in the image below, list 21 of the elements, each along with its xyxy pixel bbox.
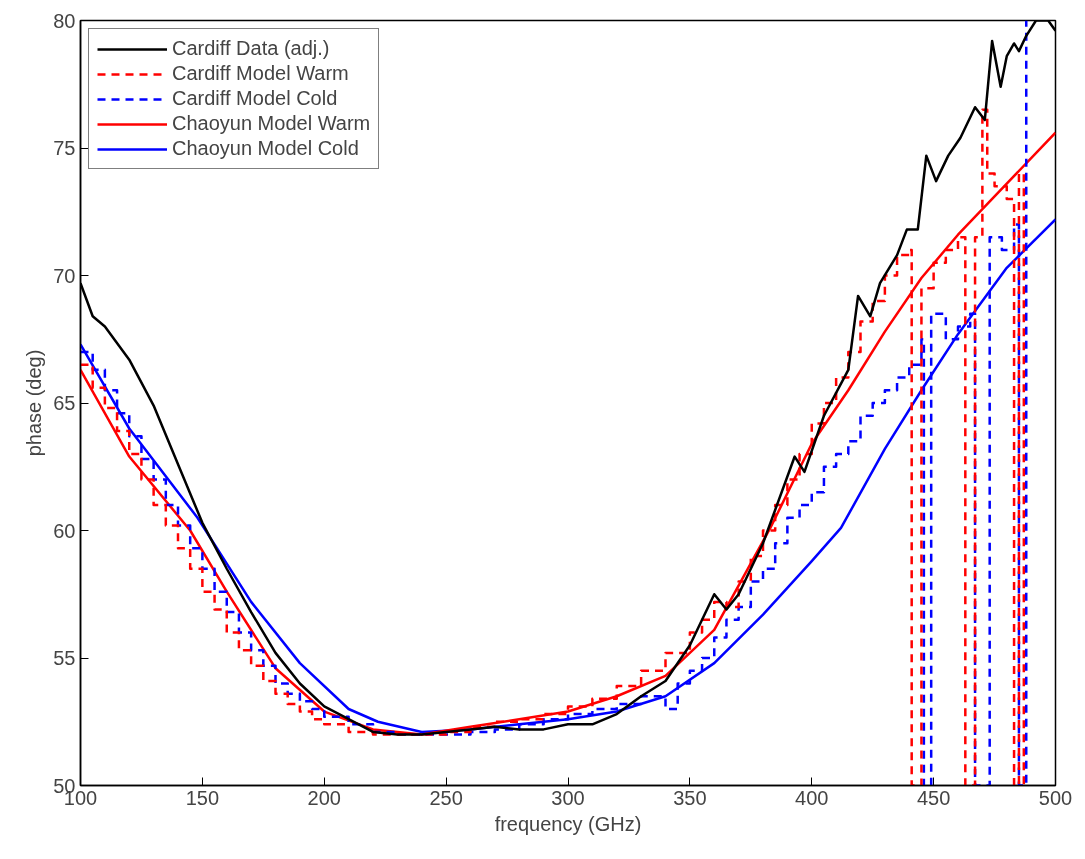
y-tick-label: 80 [53,9,76,32]
legend-label: Cardiff Data (adj.) [172,37,330,60]
x-tick-label: 200 [307,786,341,809]
x-tick-label: 300 [551,786,585,809]
x-tick-label: 350 [673,786,707,809]
legend-label: Cardiff Model Cold [172,87,338,110]
x-axis-title: frequency (GHz) [494,812,642,835]
legend-label: Chaoyun Model Warm [172,112,371,135]
legend-label: Chaoyun Model Cold [172,137,359,160]
y-tick-label: 60 [53,519,76,542]
x-tick-label: 400 [795,786,829,809]
y-tick-label: 70 [53,264,76,287]
y-tick-label: 65 [53,392,76,414]
y-tick-label: 75 [53,137,76,159]
x-tick-label: 150 [185,786,220,809]
x-tick-label: 250 [429,786,463,809]
x-tick-label: 450 [916,786,951,809]
y-tick-label: 55 [53,647,76,669]
y-axis-title: phase (deg) [23,349,46,457]
legend-label: Cardiff Model Warm [172,62,349,85]
x-tick-label: 500 [1038,786,1073,809]
